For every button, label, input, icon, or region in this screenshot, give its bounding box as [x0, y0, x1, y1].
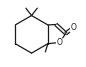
Text: O: O [56, 38, 62, 47]
Text: O: O [70, 23, 76, 32]
